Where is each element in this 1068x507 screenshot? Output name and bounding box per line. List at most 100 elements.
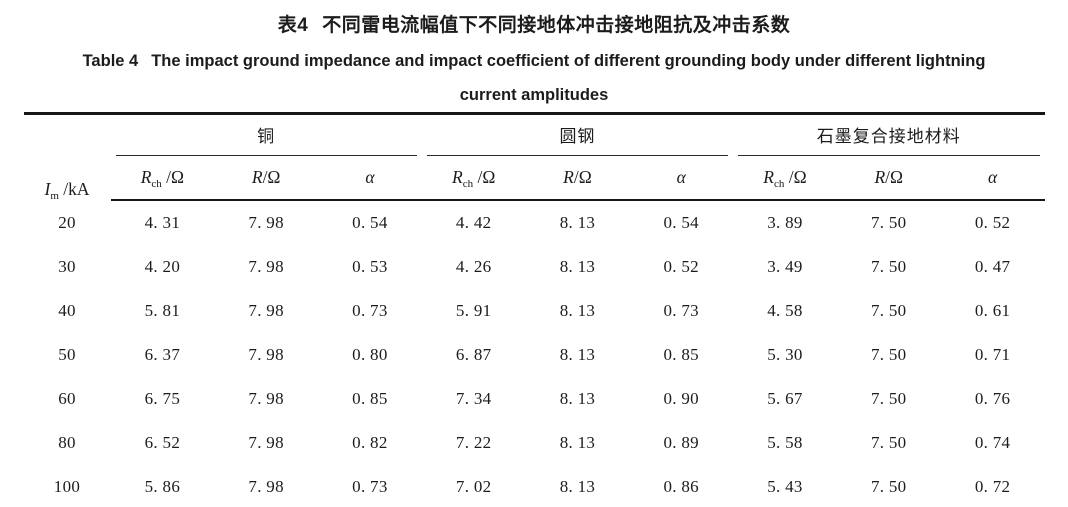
table-row: 100 5. 86 7. 98 0. 73 7. 02 8. 13 0. 86 5. 43 7.… [24, 465, 1045, 507]
table-number-en: Table 4 [82, 52, 139, 70]
table-header: Im /kA 铜 圆钢 石墨复合接地材料 Rch /Ω R/Ω α Rch /Ω… [24, 114, 1045, 202]
cell-current-amplitude: 30 [58, 257, 76, 276]
table-cell: 6. 52 [144, 433, 181, 452]
table-cell: 0. 80 [352, 345, 388, 364]
cell-current-amplitude: 40 [58, 301, 76, 320]
table-cell: 8. 13 [559, 257, 596, 276]
table-row: 20 4. 31 7. 98 0. 54 4. 42 8. 13 0. 54 3. 89 7. … [24, 200, 1045, 245]
table-cell: 7. 34 [455, 389, 492, 408]
table-cell: 3. 49 [767, 257, 803, 276]
table-cell: 7. 98 [248, 477, 284, 496]
table-cell: 8. 13 [559, 213, 596, 232]
im-subscript: m [50, 190, 59, 202]
table-cell: 5. 86 [144, 477, 181, 496]
table-cell: 0. 73 [352, 301, 388, 320]
table-cell: 7. 50 [870, 477, 907, 496]
table-cell: 8. 13 [559, 477, 596, 496]
table-cell: 4. 20 [144, 257, 181, 276]
table-cell: 7. 98 [248, 257, 284, 276]
table-cell: 8. 13 [559, 389, 596, 408]
cell-current-amplitude: 20 [58, 212, 76, 232]
table-cell: 7. 98 [248, 213, 284, 232]
table-cell: 5. 91 [455, 301, 492, 320]
table-row: 50 6. 37 7. 98 0. 80 6. 87 8. 13 0. 85 5. 30 7. … [24, 333, 1045, 377]
sub-header-row: Rch /Ω R/Ω α Rch /Ω R/Ω α Rch /Ω R/Ω α [24, 156, 1045, 201]
table-cell: 8. 13 [559, 301, 596, 320]
table-cell: 7. 50 [870, 213, 907, 232]
table-cell: 6. 37 [144, 345, 181, 364]
table-cell: 7. 22 [455, 433, 492, 452]
data-table: Im /kA 铜 圆钢 石墨复合接地材料 Rch /Ω R/Ω α Rch /Ω… [23, 112, 1045, 507]
table-cell: 0. 72 [974, 477, 1011, 496]
table-cell: 0. 85 [663, 345, 699, 364]
table-cell: 0. 54 [352, 213, 388, 232]
cell-current-amplitude: 60 [58, 389, 76, 408]
cell-current-amplitude: 100 [53, 477, 81, 496]
group-header-round-steel: 圆钢 [422, 114, 733, 156]
table-cell: 0. 71 [974, 345, 1011, 364]
col-header-rch-copper: Rch /Ω [110, 156, 215, 201]
col-header-r-copper: R/Ω [214, 156, 319, 201]
table-cell: 6. 75 [144, 389, 181, 408]
table-cell: 5. 67 [767, 389, 803, 408]
table-cell: 7. 50 [870, 301, 907, 320]
table-cell: 4. 58 [767, 301, 803, 320]
table-cell: 5. 58 [767, 433, 803, 452]
table-cell: 6. 87 [455, 345, 492, 364]
table-cell: 0. 90 [663, 389, 699, 408]
table-cell: 0. 76 [974, 389, 1011, 408]
table-number-zh: 表4 [277, 15, 309, 36]
table-cell: 7. 98 [248, 301, 284, 320]
table-cell: 5. 81 [144, 301, 181, 320]
table-cell: 4. 26 [455, 257, 492, 276]
table-cell: 0. 53 [352, 257, 388, 276]
table-caption-en-line1: Table 4 The impact ground impedance and i… [83, 52, 986, 70]
table-row: 80 6. 52 7. 98 0. 82 7. 22 8. 13 0. 89 5. 58 7. … [24, 421, 1045, 465]
column-header-im: Im /kA [24, 114, 111, 202]
table-cell: 7. 50 [870, 345, 907, 364]
im-unit: /kA [58, 179, 90, 199]
table-cell: 7. 98 [248, 345, 284, 364]
table-title-en: The impact ground impedance and impact c… [151, 52, 986, 70]
table-row: 30 4. 20 7. 98 0. 53 4. 26 8. 13 0. 52 3. 49 7. … [24, 245, 1045, 289]
table-cell: 0. 61 [974, 301, 1011, 320]
table-cell: 0. 74 [974, 433, 1011, 452]
col-header-alpha-round-steel: α [629, 156, 734, 201]
table-cell: 0. 82 [352, 433, 388, 452]
table-row: 40 5. 81 7. 98 0. 73 5. 91 8. 13 0. 73 4. 58 7. … [24, 289, 1045, 333]
table-body: 20 4. 31 7. 98 0. 54 4. 42 8. 13 0. 54 3. 89 7. … [24, 200, 1045, 507]
table-cell: 7. 02 [455, 477, 492, 496]
table-cell: 5. 43 [767, 477, 803, 496]
table-caption-zh: 表4 不同雷电流幅值下不同接地体冲击接地阻抗及冲击系数 [0, 0, 1068, 40]
col-header-r-graphite: R/Ω [836, 156, 941, 201]
col-header-rch-graphite: Rch /Ω [733, 156, 837, 201]
table-cell: 0. 86 [663, 477, 699, 496]
table-title-zh: 不同雷电流幅值下不同接地体冲击接地阻抗及冲击系数 [322, 15, 791, 36]
table-caption-en: Table 4 The impact ground impedance and i… [0, 44, 1068, 112]
table-cell: 0. 52 [663, 257, 699, 276]
table-cell: 8. 13 [559, 433, 596, 452]
table-cell: 0. 73 [663, 301, 699, 320]
col-header-alpha-copper: α [318, 156, 422, 201]
cell-current-amplitude: 80 [58, 433, 76, 452]
table-cell: 0. 47 [974, 257, 1011, 276]
table-caption-en-line2: current amplitudes [459, 86, 609, 104]
table-cell: 0. 85 [352, 389, 388, 408]
col-header-alpha-graphite: α [940, 156, 1045, 201]
col-header-rch-round-steel: Rch /Ω [421, 156, 526, 201]
table-cell: 7. 98 [248, 389, 284, 408]
table-cell: 3. 89 [767, 213, 803, 232]
cell-current-amplitude: 50 [58, 345, 76, 364]
table-cell: 8. 13 [559, 345, 596, 364]
table-cell: 7. 98 [248, 433, 284, 452]
group-header-graphite-composite: 石墨复合接地材料 [733, 114, 1044, 156]
table-cell: 7. 50 [870, 257, 907, 276]
table-row: 60 6. 75 7. 98 0. 85 7. 34 8. 13 0. 90 5. 67 7. … [24, 377, 1045, 421]
table-cell: 0. 52 [974, 213, 1011, 232]
im-symbol: I [44, 179, 51, 199]
table-cell: 0. 73 [352, 477, 388, 496]
group-header-copper: 铜 [111, 114, 422, 156]
table-cell: 4. 42 [455, 213, 492, 232]
table-cell: 4. 31 [144, 213, 181, 232]
